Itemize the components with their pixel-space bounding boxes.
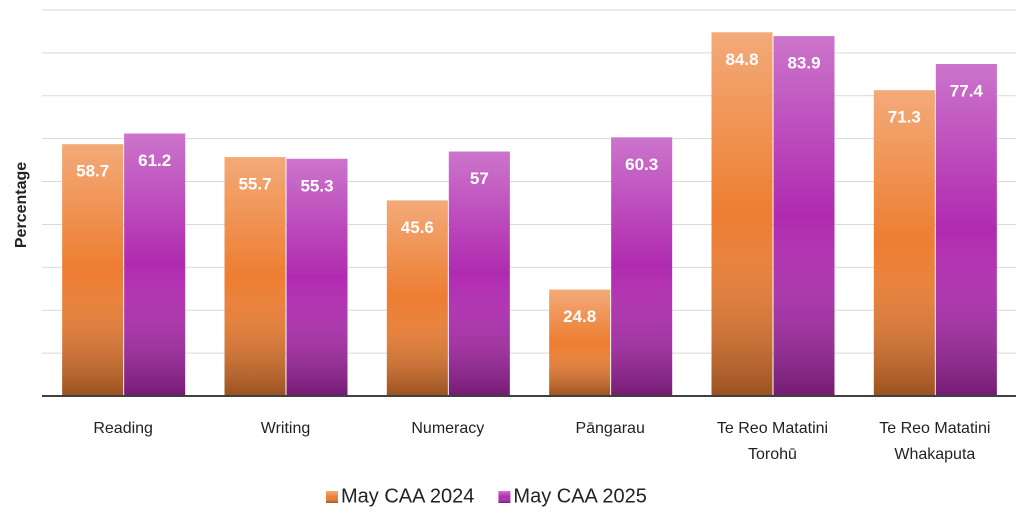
x-tick-label: Te Reo Matatini Whakaputa (879, 420, 991, 463)
value-label: 83.9 (787, 54, 820, 73)
x-tick-label: Writing (260, 420, 311, 437)
value-label: 57 (470, 169, 489, 188)
value-label: 77.4 (950, 82, 984, 101)
value-label: 61.2 (138, 151, 171, 170)
value-label: 71.3 (888, 108, 921, 127)
x-tick-label: Numeracy (411, 420, 485, 437)
legend-label: May CAA 2025 (513, 485, 646, 507)
bar (448, 151, 510, 396)
value-label: 55.7 (238, 175, 271, 194)
value-label: 55.3 (300, 176, 333, 195)
value-label: 45.6 (401, 218, 434, 237)
bar (611, 137, 673, 396)
x-tick-label: Pāngarau (575, 420, 645, 437)
legend-swatch-shade (326, 491, 338, 503)
bar (549, 289, 611, 396)
bar (935, 64, 997, 396)
y-axis-title: Percentage (13, 162, 30, 248)
value-label: 60.3 (625, 155, 658, 174)
bar (773, 36, 835, 396)
bar (873, 90, 935, 397)
bar (124, 133, 186, 396)
x-tick-label: Te Reo Matatini Torohū (716, 420, 829, 463)
legend-swatch-shade (498, 491, 511, 503)
x-tick-label: Reading (93, 420, 153, 437)
value-label: 84.8 (725, 50, 758, 69)
value-label: 24.8 (563, 307, 596, 326)
value-label: 58.7 (76, 162, 109, 181)
legend-label: May CAA 2024 (341, 485, 474, 507)
bar (711, 32, 773, 397)
bar (62, 144, 124, 396)
